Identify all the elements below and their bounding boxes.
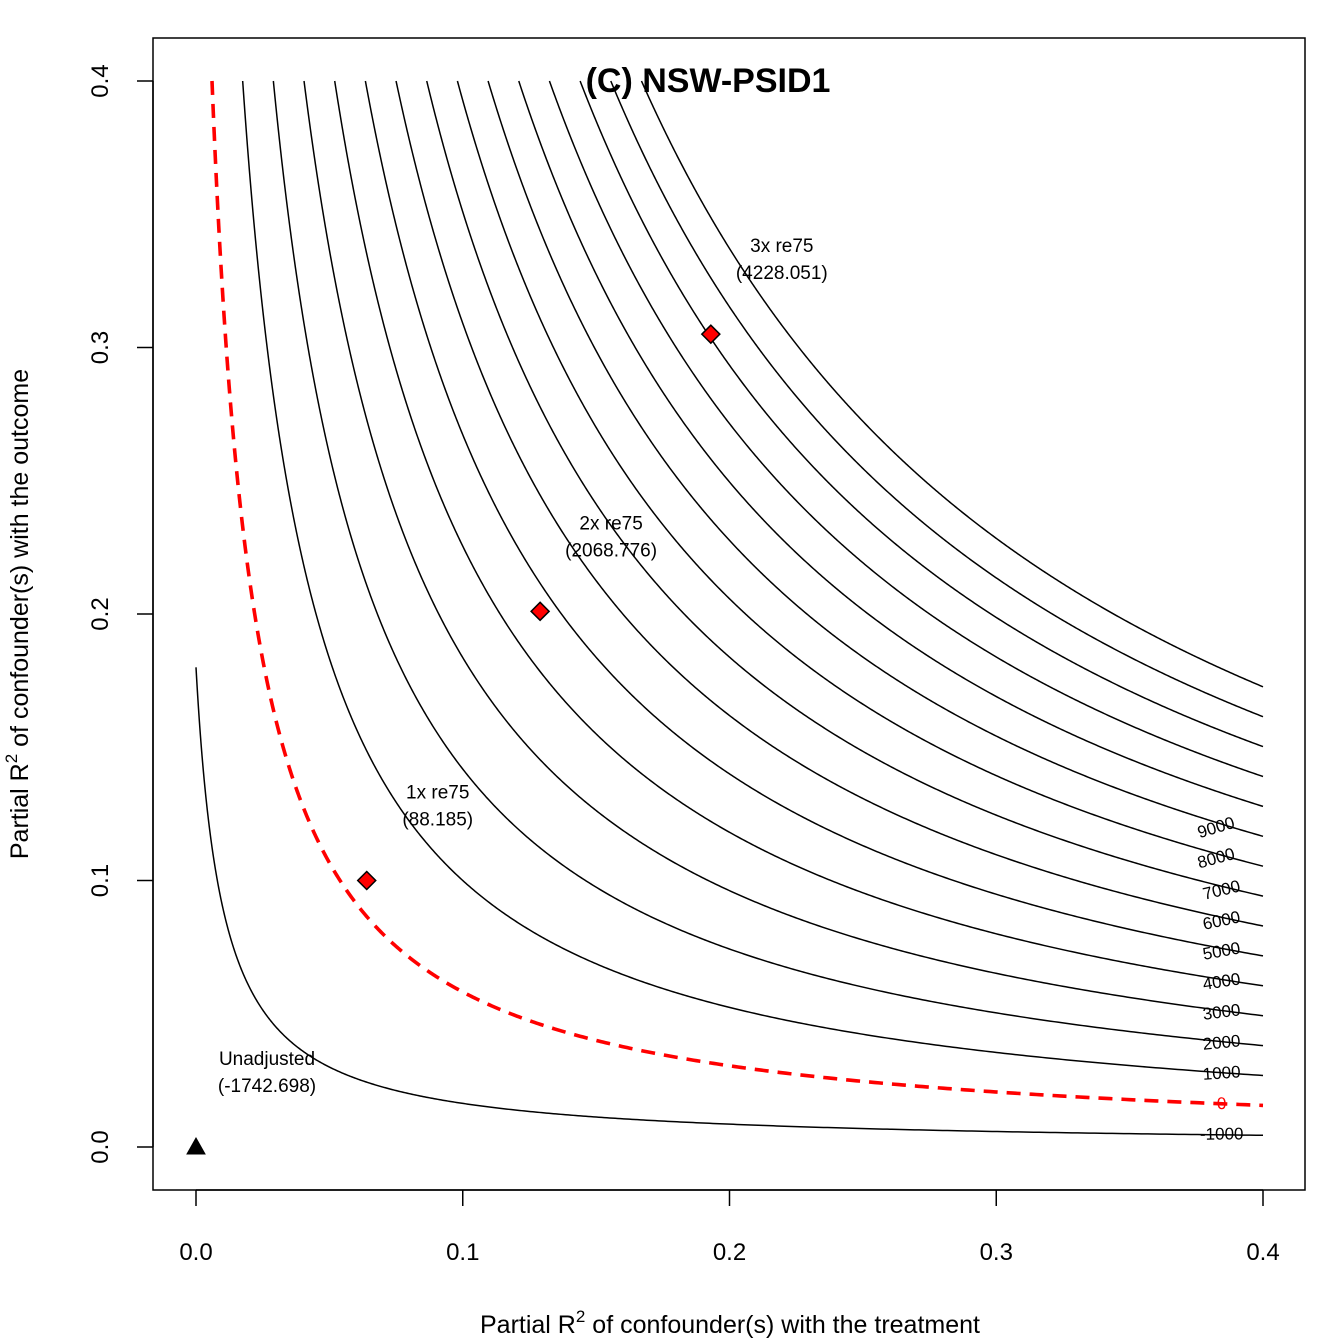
- contour-line: [640, 80, 1264, 688]
- unadjusted-value: (-1742.698): [218, 1076, 316, 1097]
- contour-line: [426, 80, 1264, 897]
- chart-title: (C) NSW-PSID1: [586, 62, 831, 100]
- 1x-re75-label: 1x re75: [406, 783, 469, 804]
- y-axis-title-end: of confounder(s) with the outcome: [6, 369, 34, 754]
- contour-line: [548, 80, 1264, 778]
- x-axis: 0.0 0.1 0.2 0.3 0.4: [179, 1189, 1280, 1266]
- 2x-re75-value: (2068.776): [565, 540, 657, 561]
- x-axis-title-end: of confounder(s) with the treatment: [585, 1311, 980, 1339]
- 3x-re75-label: 3x re75: [750, 236, 813, 257]
- 1x-re75-marker: [356, 870, 377, 891]
- x-tick-label: 0.2: [713, 1239, 746, 1266]
- contour-line: [456, 80, 1264, 867]
- contour-line: [241, 80, 1264, 1077]
- x-tick-label: 0.3: [980, 1239, 1013, 1266]
- y-tick-label: 0.3: [87, 331, 114, 364]
- y-tick-label: 0.1: [87, 864, 114, 897]
- contour-line: [364, 80, 1264, 957]
- unadjusted-label: Unadjusted: [219, 1049, 315, 1070]
- contour-line: [272, 80, 1264, 1047]
- contour-line: [395, 80, 1264, 927]
- y-tick-label: 0.4: [87, 64, 114, 97]
- contour-label: 1000: [1202, 1062, 1241, 1084]
- y-axis: 0.0 0.1 0.2 0.3 0.4: [87, 64, 154, 1164]
- x-tick-label: 0.4: [1246, 1239, 1279, 1266]
- x-axis-title: Partial R2 of confounder(s) with the tre…: [480, 1307, 980, 1339]
- contour-lines: [195, 80, 1264, 1137]
- contour-label: -1000: [1200, 1124, 1244, 1143]
- contour-line: [195, 667, 1264, 1137]
- unadjusted-marker: [186, 1136, 206, 1155]
- y-axis-title-superscript: 2: [2, 754, 21, 763]
- contour-label: 0: [1217, 1094, 1227, 1113]
- contour-line: [303, 80, 1264, 1017]
- y-tick-label: 0.0: [87, 1130, 114, 1163]
- 3x-re75-marker: [700, 324, 721, 345]
- 2x-re75-label: 2x re75: [579, 513, 642, 534]
- x-axis-title-superscript: 2: [576, 1307, 585, 1326]
- benchmark-points: Unadjusted (-1742.698) 1x re75 (88.185) 2x r…: [186, 236, 828, 1155]
- y-axis-title-start: Partial R: [6, 763, 34, 859]
- y-axis-title: Partial R2 of confounder(s) with the out…: [2, 369, 34, 859]
- contour-label: 2000: [1202, 1031, 1241, 1054]
- contour-line: [333, 80, 1264, 987]
- contour-line: [610, 80, 1264, 718]
- 3x-re75-value: (4228.051): [736, 263, 828, 284]
- contour-line: [487, 80, 1264, 838]
- y-tick-label: 0.2: [87, 597, 114, 630]
- x-tick-label: 0.0: [179, 1239, 212, 1266]
- contour-line: [518, 80, 1264, 808]
- 2x-re75-marker: [530, 601, 551, 622]
- 1x-re75-value: (88.185): [402, 810, 473, 831]
- x-axis-title-start: Partial R: [480, 1311, 576, 1339]
- contour-line: [579, 80, 1264, 748]
- contour-label: 3000: [1202, 1000, 1242, 1024]
- x-tick-label: 0.1: [446, 1239, 479, 1266]
- threshold-contour-line: [210, 80, 1264, 1108]
